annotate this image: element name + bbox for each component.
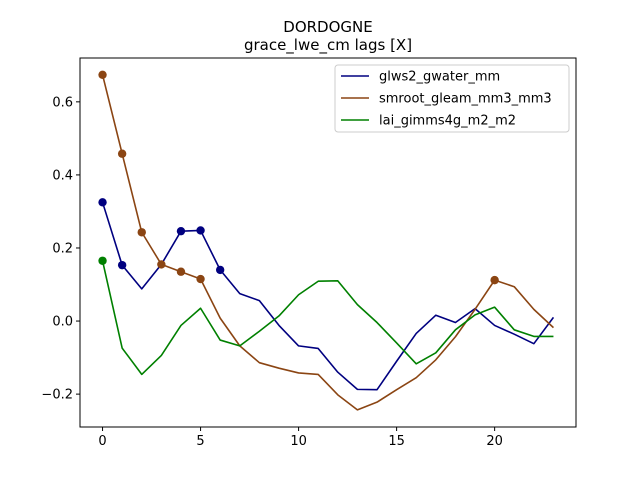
legend-label: smroot_gleam_mm3_mm3 bbox=[379, 92, 552, 107]
legend-box bbox=[334, 64, 570, 133]
x-tick-label: 20 bbox=[486, 434, 503, 449]
chart-subtitle: grace_lwe_cm lags [X] bbox=[244, 36, 412, 55]
y-tick-label: 0.0 bbox=[52, 315, 73, 330]
plot-markers bbox=[98, 70, 499, 285]
data-point-glws2_gwater_mm bbox=[196, 226, 205, 235]
y-tick-label: 0.6 bbox=[52, 95, 73, 110]
data-point-smroot_gleam_mm3_mm3 bbox=[196, 274, 205, 284]
data-point-glws2_gwater_mm bbox=[215, 265, 225, 275]
y-tick-label: 0.4 bbox=[52, 168, 73, 183]
data-point-glws2_gwater_mm bbox=[98, 198, 107, 207]
chart-title: DORDOGNE bbox=[283, 18, 372, 36]
series-line-lai_gimms4g_m2_m2 bbox=[101, 260, 554, 376]
legend-label: lai_gimms4g_m2_m2 bbox=[379, 114, 516, 129]
data-point-smroot_gleam_mm3_mm3 bbox=[176, 267, 186, 276]
x-axis: 0 5 10 15 20 bbox=[98, 427, 503, 449]
data-point-smroot_gleam_mm3_mm3 bbox=[117, 149, 127, 158]
legend: glws2_gwater_mm smroot_gleam_mm3_mm3 lai_g… bbox=[334, 64, 570, 133]
y-tick-label: 0.2 bbox=[52, 241, 73, 256]
legend-label: glws2_gwater_mm bbox=[379, 70, 500, 85]
x-tick-label: 15 bbox=[388, 434, 405, 449]
y-axis: −0.2 0.0 0.2 0.4 0.6 bbox=[41, 95, 80, 403]
data-point-smroot_gleam_mm3_mm3 bbox=[157, 260, 166, 269]
plot-frame bbox=[79, 57, 577, 428]
series-line-glws2_gwater_mm bbox=[101, 202, 555, 391]
x-tick-label: 10 bbox=[290, 434, 307, 449]
data-point-glws2_gwater_mm bbox=[117, 260, 127, 270]
data-point-glws2_gwater_mm bbox=[176, 226, 186, 236]
data-point-smroot_gleam_mm3_mm3 bbox=[490, 275, 499, 285]
x-tick-label: 0 bbox=[98, 434, 106, 449]
data-point-smroot_gleam_mm3_mm3 bbox=[137, 228, 146, 237]
data-point-lai_gimms4g_m2_m2 bbox=[98, 256, 107, 265]
y-tick-label: −0.2 bbox=[41, 388, 73, 403]
x-tick-label: 5 bbox=[196, 434, 204, 449]
data-point-smroot_gleam_mm3_mm3 bbox=[98, 70, 107, 80]
